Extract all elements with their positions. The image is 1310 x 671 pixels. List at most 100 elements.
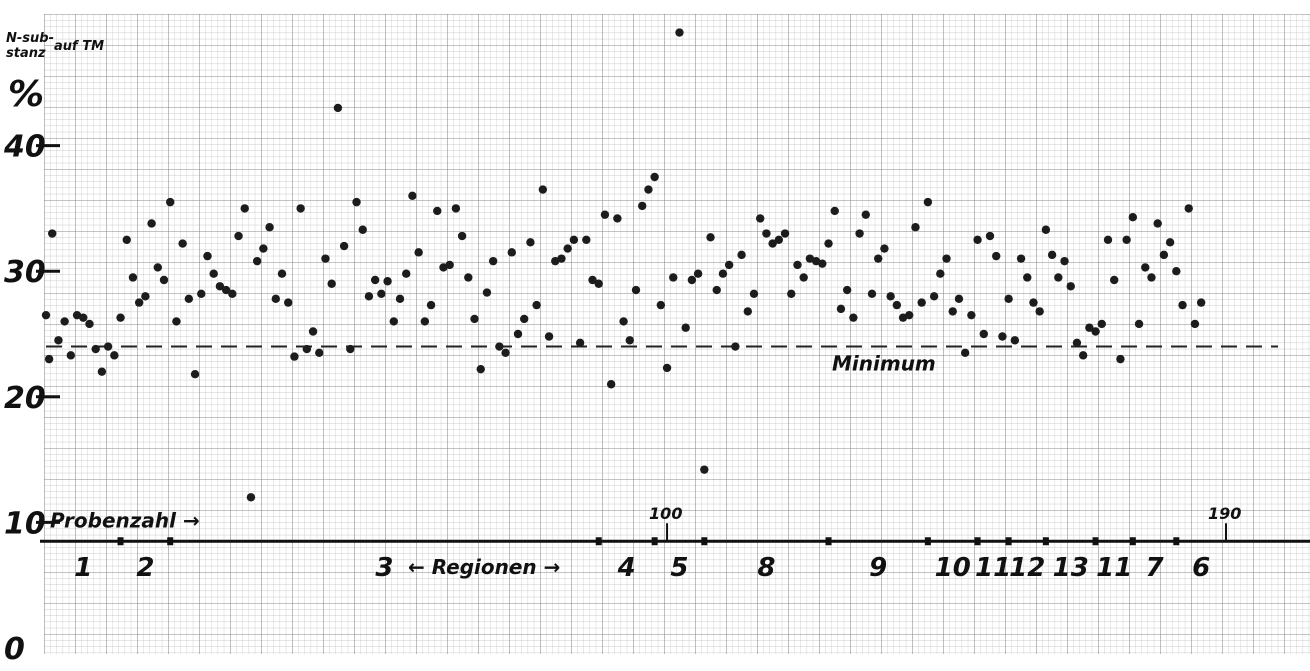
data-point — [234, 231, 243, 241]
data-point — [606, 380, 616, 389]
data-point — [172, 317, 181, 326]
region-boundary-tick — [1005, 537, 1012, 546]
data-point — [625, 336, 634, 345]
data-point — [1141, 263, 1150, 272]
region-label: 12 — [1009, 553, 1045, 583]
data-point — [942, 254, 951, 263]
data-point — [818, 259, 827, 268]
data-point — [557, 254, 566, 263]
data-point — [240, 204, 249, 213]
data-point — [85, 319, 94, 329]
data-point — [718, 269, 728, 278]
data-point — [495, 342, 504, 351]
region-boundary-tick — [651, 537, 658, 546]
data-point — [414, 248, 423, 257]
data-point — [464, 273, 473, 282]
region-label: 2 — [136, 553, 154, 583]
data-point — [700, 465, 709, 474]
data-point — [1116, 354, 1125, 364]
data-point — [693, 269, 703, 278]
data-point — [756, 214, 765, 223]
data-point — [1159, 250, 1169, 260]
y-axis-label-line3: auf TM — [54, 39, 104, 54]
data-point — [594, 279, 603, 288]
data-point — [128, 273, 138, 282]
data-point — [1035, 307, 1044, 316]
data-point — [768, 239, 777, 248]
region-boundary-tick — [167, 537, 174, 546]
region-label: 13 — [1053, 553, 1089, 583]
data-point — [799, 273, 808, 282]
data-point — [538, 185, 548, 194]
data-point — [954, 294, 964, 304]
data-point — [830, 206, 839, 216]
y-axis-label-line1: N-sub- — [6, 31, 54, 46]
data-point — [395, 294, 405, 304]
data-point — [563, 244, 572, 253]
region-label: 1 — [74, 553, 92, 583]
data-point — [228, 289, 237, 299]
data-point — [712, 285, 721, 295]
data-point — [97, 367, 107, 376]
data-point — [836, 304, 846, 314]
data-point — [743, 307, 752, 316]
data-point — [315, 348, 324, 358]
data-point — [445, 260, 454, 270]
y-tick-label: 20 — [4, 381, 46, 416]
data-point — [787, 289, 796, 299]
y-axis-label: N-sub- stanz auf TM % — [6, 31, 104, 115]
data-point — [426, 300, 436, 310]
data-point — [209, 269, 218, 278]
region-boundaries — [117, 537, 1180, 546]
data-point — [731, 342, 740, 351]
data-point — [1147, 273, 1156, 282]
y-axis-ticks: 0 10 20 30 40 — [3, 130, 60, 667]
data-point — [79, 313, 88, 322]
data-point — [408, 191, 417, 201]
data-point — [936, 269, 945, 278]
region-label: 10 — [935, 553, 971, 583]
data-point — [116, 313, 125, 322]
region-boundary-tick — [974, 537, 981, 546]
y-axis-label-line2: stanz — [6, 46, 46, 61]
data-point — [544, 332, 554, 341]
region-boundary-tick — [117, 537, 124, 546]
data-point — [874, 254, 883, 263]
y-tick-label: 30 — [4, 255, 46, 290]
x-tick-label: 190 — [1208, 504, 1241, 523]
region-label: 4 — [617, 553, 636, 583]
data-point — [346, 344, 355, 354]
x-axis-label: Probenzahl → — [50, 508, 200, 532]
graph-paper-grid — [44, 14, 1310, 654]
data-point — [246, 493, 256, 502]
data-point — [321, 254, 330, 263]
data-point — [333, 103, 343, 113]
data-point — [749, 289, 759, 299]
data-point — [960, 348, 970, 358]
data-point — [662, 363, 672, 373]
data-point — [979, 329, 988, 339]
data-point — [737, 250, 746, 260]
data-point — [644, 185, 653, 194]
data-point — [588, 275, 597, 285]
data-point — [54, 336, 63, 345]
data-point — [1134, 319, 1144, 329]
data-point — [271, 294, 280, 304]
data-point — [985, 231, 995, 241]
data-point — [793, 260, 802, 270]
data-point — [457, 231, 467, 241]
data-point — [1153, 219, 1162, 228]
data-point — [215, 282, 225, 291]
data-point — [41, 310, 51, 320]
data-point — [141, 292, 150, 301]
data-point — [48, 229, 57, 238]
data-point — [265, 223, 274, 232]
data-point — [681, 323, 690, 332]
data-point — [488, 256, 498, 266]
data-point — [1190, 319, 1200, 329]
data-point — [134, 298, 144, 307]
data-point — [855, 229, 864, 238]
data-point — [451, 204, 461, 213]
region-boundary-tick — [595, 537, 602, 546]
data-point — [1072, 338, 1082, 347]
